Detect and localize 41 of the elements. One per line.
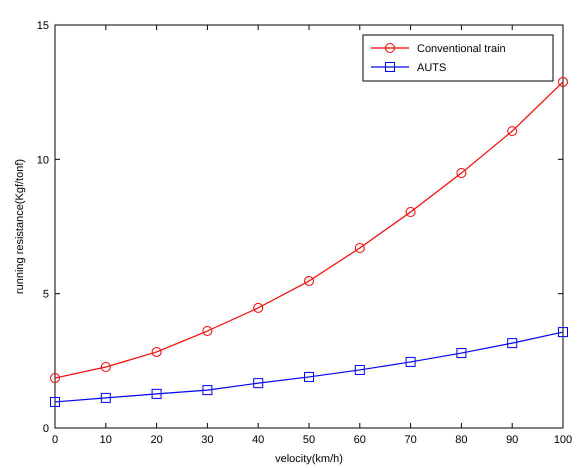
x-tick-label: 40 xyxy=(252,434,264,446)
x-tick-label: 80 xyxy=(455,434,468,446)
point xyxy=(304,372,314,382)
point xyxy=(456,168,466,178)
point xyxy=(100,392,111,403)
point xyxy=(50,396,60,407)
point xyxy=(507,126,518,136)
point xyxy=(507,338,518,348)
y-tick-label: 5 xyxy=(42,288,49,301)
x-tick-label: 0 xyxy=(52,434,58,446)
x-axis-title: velocity(km/h) xyxy=(275,453,343,465)
x-tick-label: 60 xyxy=(354,434,366,446)
point xyxy=(202,385,212,396)
x-tick-label: 30 xyxy=(201,434,214,446)
point xyxy=(558,327,568,338)
point xyxy=(354,242,365,253)
legend-label: Conventional train xyxy=(417,43,506,55)
point xyxy=(253,378,264,388)
point xyxy=(152,388,162,399)
point xyxy=(456,348,466,358)
point xyxy=(406,206,416,217)
point xyxy=(152,346,162,357)
point xyxy=(406,356,416,367)
x-tick-label: 90 xyxy=(506,434,518,446)
point xyxy=(304,276,314,286)
x-tick-label: 50 xyxy=(302,434,316,446)
y-tick-label: 15 xyxy=(36,20,49,32)
y-tick-label: 0 xyxy=(42,423,49,435)
x-tick-label: 100 xyxy=(554,434,572,446)
point xyxy=(100,362,111,372)
point xyxy=(253,302,264,313)
y-axis-title: running resistance(Kgf/tonf) xyxy=(14,158,26,294)
x-tick-label: 20 xyxy=(150,434,163,446)
point xyxy=(354,364,365,375)
x-tick-label: 70 xyxy=(404,434,417,446)
point xyxy=(558,76,568,87)
point xyxy=(202,326,212,336)
x-tick-label: 10 xyxy=(100,434,112,446)
point xyxy=(50,373,60,384)
y-tick-label: 10 xyxy=(36,154,49,166)
legend-label: AUTS xyxy=(417,62,446,74)
